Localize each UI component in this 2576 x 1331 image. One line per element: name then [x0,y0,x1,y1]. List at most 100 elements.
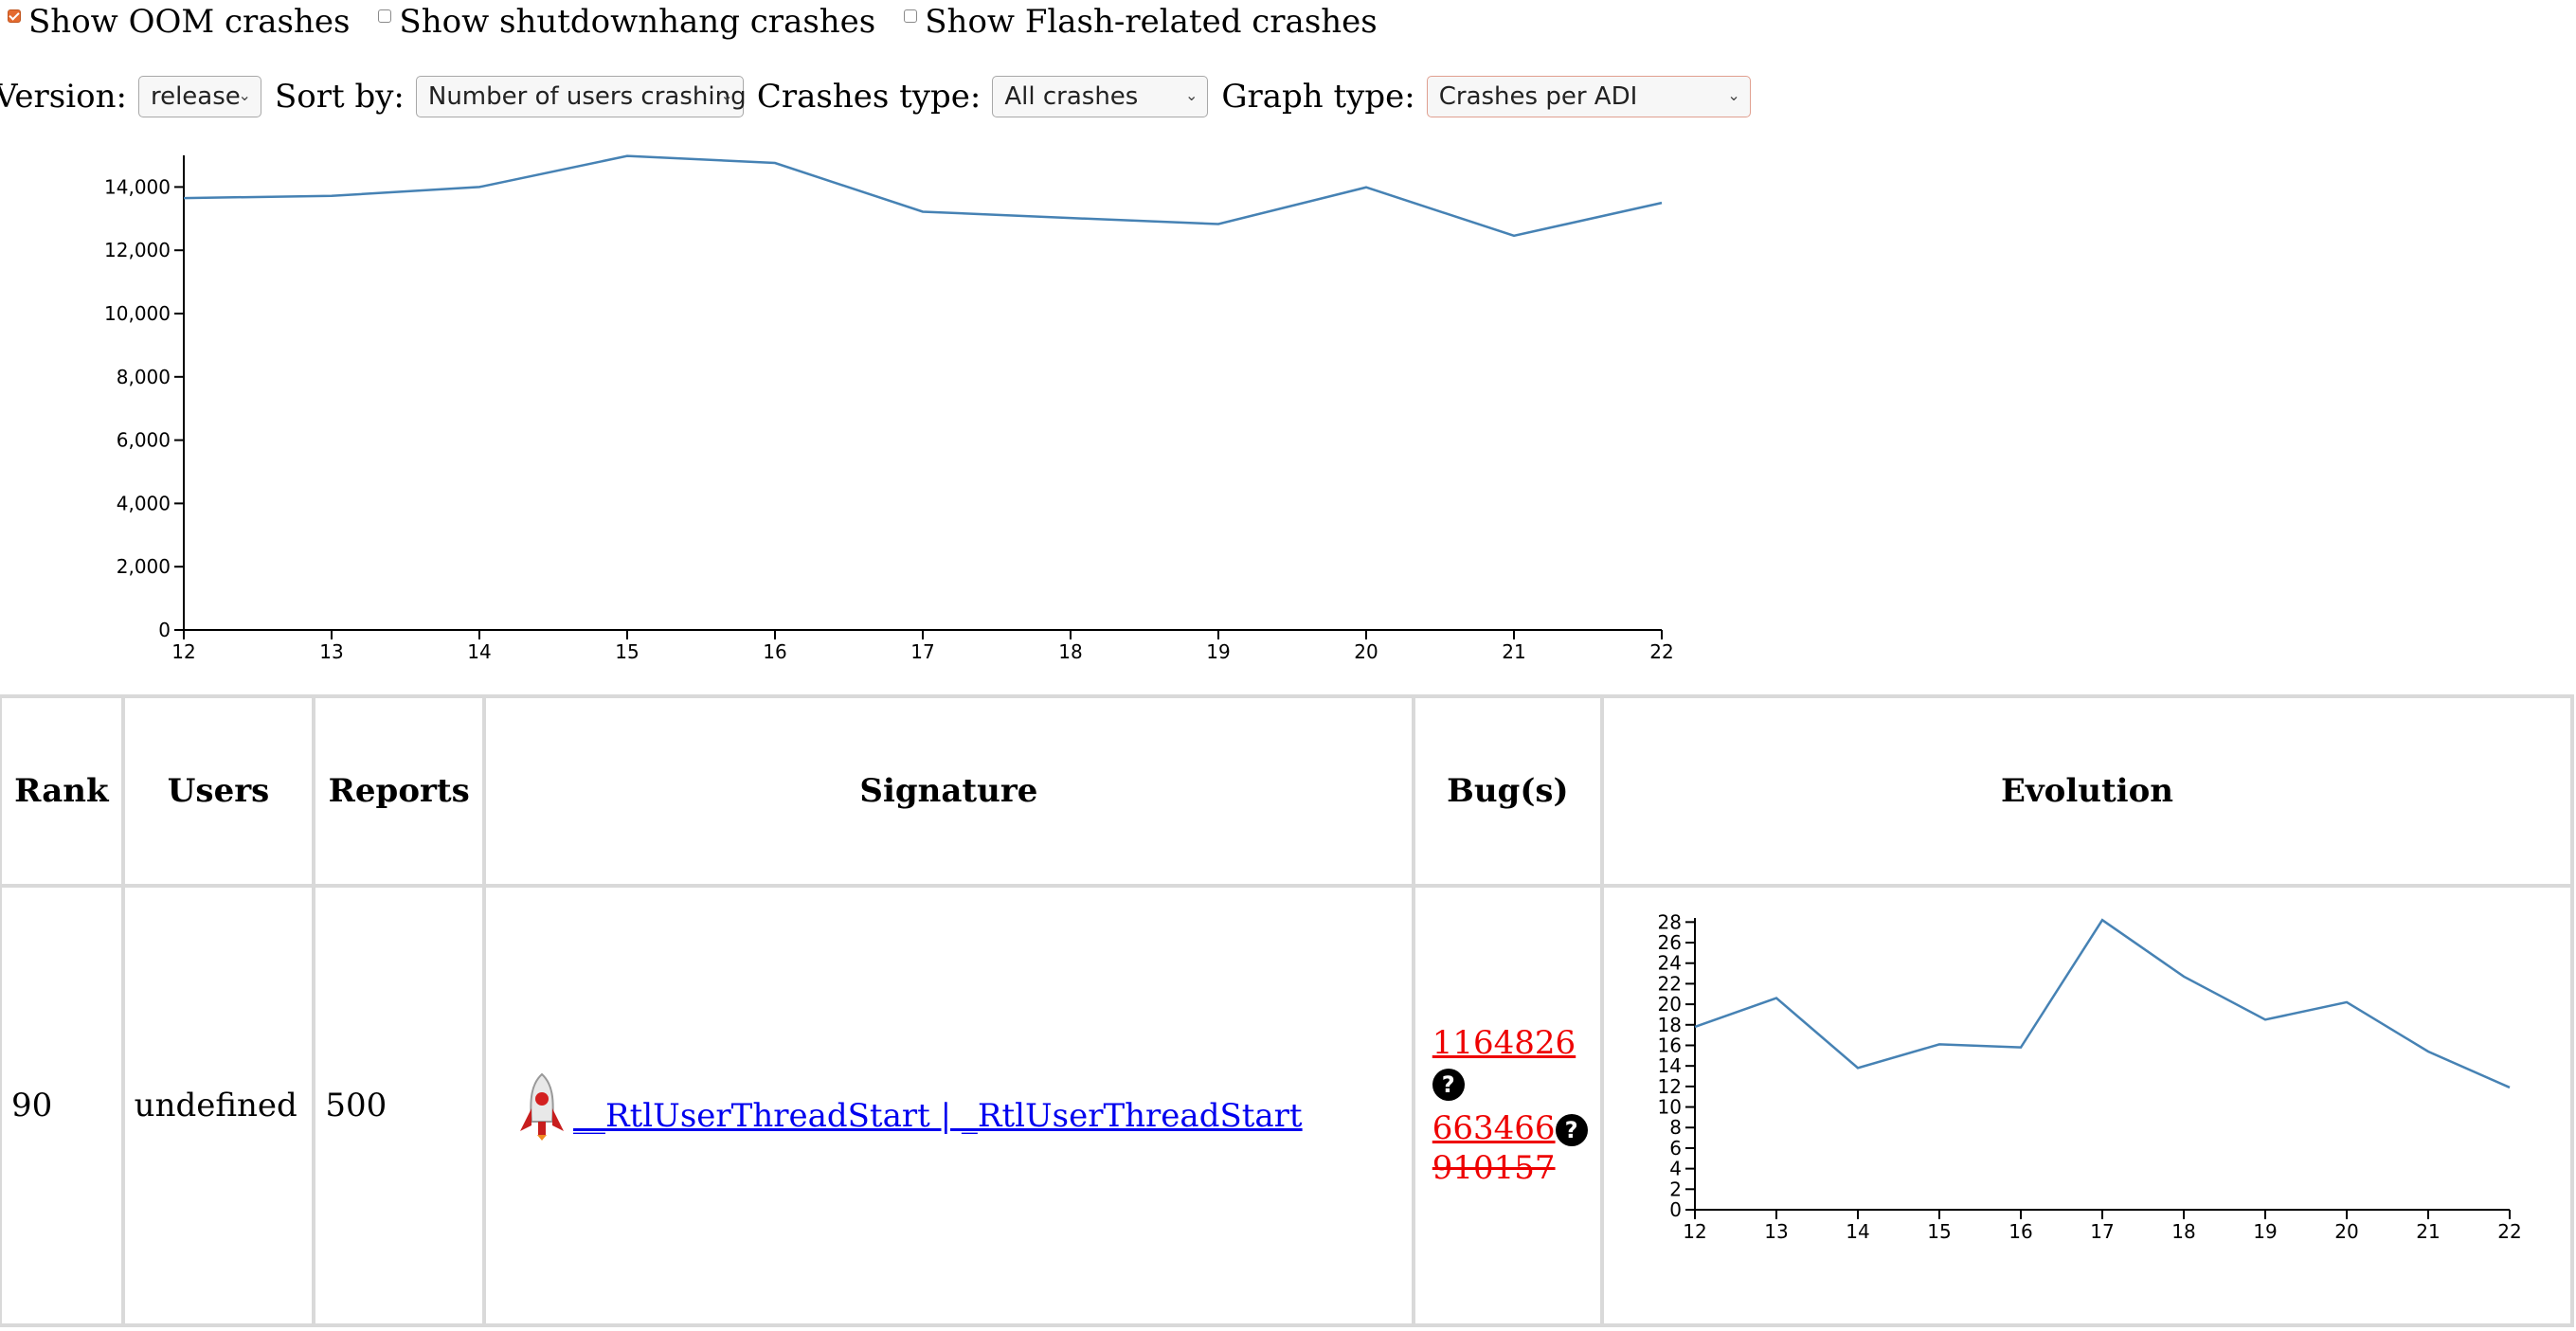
y-tick-label: 12,000 [104,239,171,261]
y-tick-label: 4,000 [117,492,171,514]
checkbox-oom-box[interactable] [8,9,21,23]
x-tick-label: 22 [1649,640,1673,663]
header-evolution: Evolution [1599,694,2575,888]
x-tick-label: 17 [2090,1220,2114,1243]
x-tick-label: 15 [1927,1220,1951,1243]
graph-type-select[interactable]: Crashes per ADI ⌄ [1426,76,1751,117]
x-tick-label: 12 [1683,1220,1706,1243]
x-tick-label: 13 [1764,1220,1788,1243]
sort-label: Sort by: [274,78,405,116]
x-tick-label: 14 [467,640,491,663]
rocket-icon [520,1072,565,1141]
y-tick-label: 28 [1658,910,1682,933]
cell-signature: __RtlUserThreadStart | _RtlUserThreadSta… [482,884,1415,1327]
bug-entry: 910157 [1432,1148,1591,1188]
y-tick-label: 18 [1658,1013,1682,1035]
signature-wrap: __RtlUserThreadStart | _RtlUserThreadSta… [495,1070,1402,1141]
x-tick-label: 19 [1206,640,1230,663]
cell-bugs: 1164826 ? 663466? 910157 [1411,884,1604,1327]
table-header-row: Rank Users Reports Signature Bug(s) Evol… [0,694,2575,888]
show-oom-label: Show OOM crashes [28,3,351,41]
header-bugs: Bug(s) [1411,694,1604,888]
y-tick-label: 0 [1669,1198,1682,1221]
y-tick-label: 14 [1658,1054,1682,1077]
cell-rank: 90 [0,884,125,1327]
x-tick-label: 20 [1354,640,1378,663]
bug-entry: 1164826 ? [1432,1023,1591,1103]
controls-bar: Version: release ⌄ Sort by: Number of us… [0,74,1764,119]
show-flash-checkbox[interactable]: Show Flash-related crashes [896,3,1378,41]
graph-type-select-value: Crashes per ADI [1438,82,1638,111]
cell-evolution: 0 2 4 6 8 10 12 14 16 18 20 22 24 26 28 12 13 14 15 16 17 18 1… [1599,884,2575,1327]
checkbox-flash-box[interactable] [904,9,918,23]
y-tick-label: 20 [1658,993,1682,1016]
x-tick-label: 21 [1502,640,1525,663]
y-tick-label: 6,000 [117,429,171,452]
crash-type-label: Crashes type: [756,78,982,116]
show-shutdownhang-label: Show shutdownhang crashes [399,3,876,41]
y-tick-label: 8 [1669,1116,1682,1139]
crash-type-select[interactable]: All crashes ⌄ [992,76,1209,117]
series-line [1694,917,2511,1088]
x-tick-label: 12 [171,640,195,663]
checkbox-shutdownhang-box[interactable] [378,9,392,23]
header-signature: Signature [482,694,1415,888]
bug-link-1164826[interactable]: 1164826 [1432,1024,1576,1062]
y-tick-label: 16 [1658,1034,1682,1056]
x-tick-label: 21 [2416,1220,2440,1243]
x-tick-label: 15 [615,640,639,663]
cell-reports: 500 [312,884,487,1327]
version-label: Version: [0,78,127,116]
x-tick-label: 22 [2497,1220,2521,1243]
show-oom-checkbox[interactable]: Show OOM crashes [0,3,350,41]
version-select-value: release [150,82,241,111]
x-tick-label: 16 [763,640,786,663]
chevron-down-icon: ⌄ [238,86,251,104]
x-tick-label: 14 [1846,1220,1869,1243]
y-tick-label: 10 [1658,1095,1682,1118]
sort-select[interactable]: Number of users crashing ⌄ [415,76,747,117]
bug-entry: 663466? [1432,1108,1591,1148]
filter-checkboxes: Show OOM crashes Show shutdownhang crash… [0,0,1398,44]
header-reports: Reports [312,694,487,888]
version-select[interactable]: release ⌄ [137,76,261,117]
x-tick-label: 20 [2334,1220,2358,1243]
show-shutdownhang-checkbox[interactable]: Show shutdownhang crashes [370,3,875,41]
question-icon[interactable]: ? [1555,1114,1588,1146]
y-tick-label: 0 [158,619,171,641]
main-crash-chart: 0 2,000 4,000 6,000 8,000 10,000 12,000 14,000 1… [104,154,1674,663]
y-tick-label: 12 [1658,1074,1682,1097]
crash-type-select-value: All crashes [1004,82,1139,111]
y-tick-label: 8,000 [117,366,171,388]
x-tick-label: 19 [2253,1220,2277,1243]
bug-link-663466[interactable]: 663466 [1432,1109,1556,1147]
y-tick-label: 6 [1669,1136,1682,1159]
y-tick-label: 2,000 [117,555,171,578]
crash-table: Rank Users Reports Signature Bug(s) Evol… [0,694,2575,1327]
series-line [183,154,1663,238]
y-tick-label: 26 [1658,931,1682,954]
graph-type-label: Graph type: [1221,78,1415,116]
header-rank: Rank [0,694,125,888]
bug-link-910157[interactable]: 910157 [1432,1149,1556,1187]
y-tick-label: 2 [1669,1178,1682,1200]
header-users: Users [120,694,316,888]
y-tick-label: 14,000 [104,175,171,198]
chevron-down-icon: ⌄ [1184,86,1198,104]
show-flash-label: Show Flash-related crashes [925,3,1378,41]
y-tick-label: 4 [1669,1157,1682,1179]
x-tick-label: 16 [2009,1220,2032,1243]
chevron-down-icon: ⌄ [1727,86,1740,104]
y-tick-label: 22 [1658,972,1682,995]
cell-users: undefined [120,884,316,1327]
chevron-down-icon: ⌄ [720,86,733,104]
x-tick-label: 17 [910,640,934,663]
x-tick-label: 18 [1058,640,1082,663]
signature-link[interactable]: __RtlUserThreadStart | _RtlUserThreadSta… [573,1097,1303,1135]
sort-select-value: Number of users crashing [427,82,747,111]
y-tick-label: 24 [1658,951,1682,974]
question-icon[interactable]: ? [1432,1069,1465,1101]
x-tick-label: 13 [319,640,343,663]
y-tick-label: 10,000 [104,302,171,325]
